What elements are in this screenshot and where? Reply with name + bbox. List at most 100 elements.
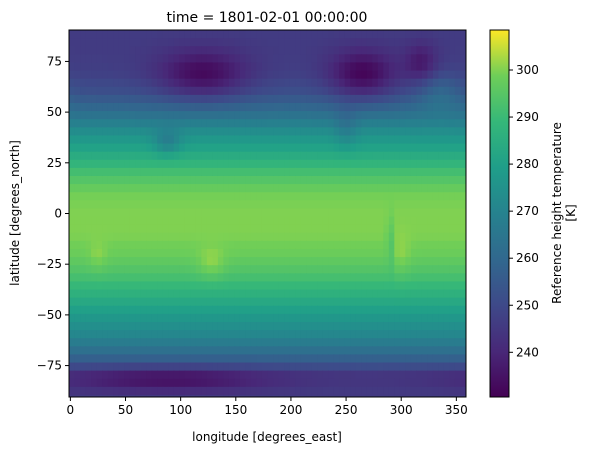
- heatmap-cell: [107, 143, 114, 153]
- heatmap-cell: [366, 30, 373, 39]
- heatmap-cell: [107, 370, 114, 380]
- heatmap-cell: [212, 54, 219, 64]
- heatmap-cell: [443, 54, 451, 64]
- heatmap-cell: [311, 151, 318, 161]
- heatmap-cell: [245, 70, 252, 80]
- heatmap-cell: [372, 338, 379, 347]
- heatmap-cell: [273, 273, 280, 283]
- heatmap-cell: [388, 70, 395, 80]
- heatmap-cell: [102, 46, 109, 55]
- y-tick-label: 0: [54, 207, 62, 221]
- heatmap-cell: [438, 70, 445, 80]
- heatmap-cell: [416, 151, 423, 161]
- heatmap-cell: [217, 167, 224, 177]
- heatmap-cell: [344, 273, 351, 283]
- heatmap-cell: [333, 119, 340, 128]
- heatmap-cell: [394, 281, 401, 291]
- heatmap-cell: [289, 94, 296, 104]
- heatmap-cell: [355, 70, 362, 80]
- heatmap-cell: [416, 394, 423, 397]
- heatmap-cell: [157, 208, 164, 218]
- heatmap-cell: [267, 175, 274, 185]
- heatmap-cell: [267, 30, 274, 39]
- heatmap-cell: [102, 248, 109, 258]
- heatmap-cell: [256, 305, 263, 315]
- heatmap-cell: [454, 94, 462, 104]
- heatmap-cell: [284, 370, 291, 380]
- heatmap-cell: [184, 378, 191, 388]
- heatmap-cell: [234, 135, 241, 145]
- heatmap-cell: [388, 54, 395, 64]
- heatmap-cell: [300, 224, 307, 234]
- heatmap-cell: [256, 167, 263, 177]
- heatmap-cell: [421, 378, 428, 388]
- heatmap-cell: [421, 30, 428, 39]
- heatmap-cell: [328, 135, 335, 145]
- heatmap-cell: [96, 111, 103, 120]
- heatmap-cell: [339, 127, 346, 137]
- heatmap-cell: [173, 167, 180, 177]
- heatmap-cell: [399, 38, 406, 47]
- heatmap-cell: [432, 394, 440, 397]
- heatmap-cell: [339, 175, 346, 185]
- heatmap-cell: [322, 224, 329, 234]
- heatmap-cell: [383, 265, 390, 274]
- heatmap-cell: [366, 62, 373, 72]
- heatmap-cell: [239, 111, 247, 120]
- heatmap-cell: [284, 216, 291, 226]
- heatmap-cell: [234, 30, 241, 39]
- heatmap-cell: [306, 111, 313, 120]
- heatmap-cell: [96, 184, 103, 193]
- heatmap-cell: [350, 111, 357, 120]
- heatmap-cell: [151, 200, 158, 210]
- heatmap-cell: [102, 321, 109, 331]
- heatmap-cell: [102, 151, 109, 161]
- heatmap-cell: [449, 297, 456, 307]
- heatmap-cell: [261, 297, 269, 307]
- heatmap-cell: [256, 119, 263, 128]
- heatmap-cell: [124, 167, 131, 177]
- heatmap-cell: [245, 330, 252, 339]
- heatmap-cell: [410, 159, 417, 169]
- heatmap-cell: [107, 151, 114, 161]
- heatmap-cell: [228, 143, 236, 153]
- heatmap-cell: [295, 273, 302, 283]
- heatmap-cell: [394, 313, 401, 323]
- heatmap-cell: [239, 378, 247, 388]
- colorbar-tick-label: 290: [516, 110, 539, 124]
- heatmap-cell: [300, 265, 307, 274]
- heatmap-cell: [388, 135, 395, 145]
- heatmap-cell: [157, 330, 164, 339]
- heatmap-cell: [416, 135, 423, 145]
- heatmap-cell: [438, 289, 445, 299]
- heatmap-cell: [135, 305, 142, 315]
- heatmap-cell: [421, 167, 428, 177]
- heatmap-cell: [113, 330, 120, 339]
- heatmap-cell: [91, 394, 98, 397]
- heatmap-cell: [80, 224, 87, 234]
- heatmap-cell: [129, 330, 136, 339]
- heatmap-cell: [245, 46, 252, 55]
- heatmap-cell: [179, 216, 186, 226]
- heatmap-cell: [162, 159, 169, 169]
- heatmap-cell: [228, 151, 236, 161]
- heatmap-cell: [366, 86, 373, 96]
- heatmap-cell: [228, 338, 236, 347]
- heatmap-cell: [284, 167, 291, 177]
- heatmap-cell: [344, 257, 351, 266]
- heatmap-cell: [438, 265, 445, 274]
- heatmap-cell: [300, 321, 307, 331]
- heatmap-cell: [124, 305, 131, 315]
- heatmap-cell: [107, 321, 114, 331]
- heatmap-cell: [460, 30, 466, 39]
- heatmap-cell: [135, 338, 142, 347]
- heatmap-cell: [102, 135, 109, 145]
- heatmap-cell: [245, 378, 252, 388]
- heatmap-cell: [129, 265, 136, 274]
- heatmap-cell: [405, 313, 412, 323]
- heatmap-cell: [261, 232, 269, 242]
- heatmap-cell: [234, 62, 241, 72]
- heatmap-cell: [311, 62, 318, 72]
- heatmap-cell: [228, 273, 236, 283]
- heatmap-cell: [339, 119, 346, 128]
